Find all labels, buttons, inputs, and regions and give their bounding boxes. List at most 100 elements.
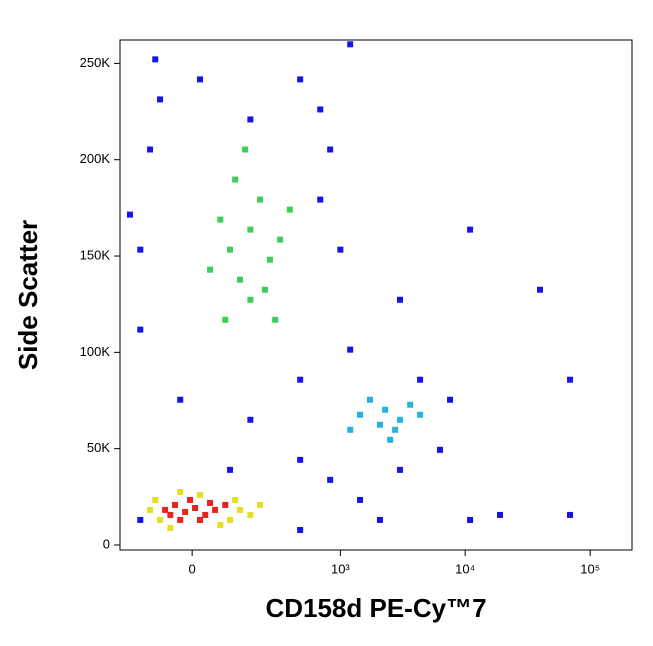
point: [347, 426, 354, 433]
point: [277, 236, 284, 243]
point: [227, 466, 234, 473]
point: [187, 496, 194, 503]
y-tick-label: 100K: [80, 344, 111, 359]
point: [357, 496, 364, 503]
point: [327, 476, 334, 483]
point: [162, 506, 169, 513]
point: [212, 506, 219, 513]
point: [137, 516, 144, 523]
point: [266, 256, 273, 263]
x-tick-label: 10³: [331, 561, 350, 576]
point: [152, 56, 159, 63]
point: [196, 491, 203, 498]
point: [396, 416, 403, 423]
point: [382, 406, 389, 413]
point: [337, 246, 344, 253]
point: [317, 196, 324, 203]
point: [467, 226, 474, 233]
point: [227, 246, 234, 253]
point: [376, 421, 383, 428]
point: [247, 416, 254, 423]
point: [157, 96, 164, 103]
point: [232, 496, 239, 503]
point: [167, 511, 174, 518]
point: [247, 116, 254, 123]
point: [177, 516, 184, 523]
point: [147, 506, 154, 513]
point: [317, 106, 324, 113]
point: [327, 146, 334, 153]
point: [126, 211, 133, 218]
point: [447, 396, 454, 403]
point: [297, 76, 304, 83]
point: [272, 316, 279, 323]
point: [237, 276, 244, 283]
point: [232, 176, 239, 183]
x-tick-label: 10⁵: [580, 561, 600, 576]
point: [167, 524, 174, 531]
point: [417, 376, 424, 383]
x-axis-title: CD158d PE-Cy™7: [265, 593, 486, 623]
point: [196, 516, 203, 523]
y-tick-label: 250K: [80, 55, 111, 70]
point: [257, 501, 264, 508]
point: [357, 411, 364, 418]
point: [537, 286, 544, 293]
point: [392, 426, 399, 433]
point: [222, 316, 229, 323]
point: [247, 226, 254, 233]
point: [227, 516, 234, 523]
point: [286, 206, 293, 213]
x-tick-label: 10⁴: [455, 561, 475, 576]
point: [396, 466, 403, 473]
point: [407, 401, 414, 408]
point: [257, 196, 264, 203]
y-tick-label: 200K: [80, 151, 111, 166]
y-tick-label: 0: [103, 536, 110, 551]
point: [347, 41, 354, 48]
point: [152, 496, 159, 503]
point: [396, 296, 403, 303]
point: [247, 511, 254, 518]
point: [247, 296, 254, 303]
point: [217, 216, 224, 223]
point: [157, 516, 164, 523]
point: [207, 266, 214, 273]
point: [297, 376, 304, 383]
point: [147, 146, 154, 153]
point: [436, 446, 443, 453]
point: [137, 326, 144, 333]
plot-area: [119, 39, 633, 551]
x-tick-label: 0: [189, 561, 196, 576]
point: [137, 246, 144, 253]
point: [177, 488, 184, 495]
point: [177, 396, 184, 403]
point: [237, 506, 244, 513]
y-tick-label: 50K: [87, 440, 110, 455]
point: [387, 436, 394, 443]
point: [242, 146, 249, 153]
point: [261, 286, 268, 293]
point: [207, 499, 214, 506]
point: [202, 511, 209, 518]
point: [182, 508, 189, 515]
point: [567, 376, 574, 383]
point: [347, 346, 354, 353]
y-axis-title: Side Scatter: [13, 220, 43, 370]
point: [217, 521, 224, 528]
point: [417, 411, 424, 418]
point: [497, 511, 504, 518]
point: [297, 456, 304, 463]
point: [297, 526, 304, 533]
point: [366, 396, 373, 403]
point: [196, 76, 203, 83]
point: [172, 501, 179, 508]
point: [376, 516, 383, 523]
point: [192, 505, 199, 512]
point: [222, 501, 229, 508]
y-tick-label: 150K: [80, 247, 111, 262]
point: [467, 516, 474, 523]
point: [567, 511, 574, 518]
